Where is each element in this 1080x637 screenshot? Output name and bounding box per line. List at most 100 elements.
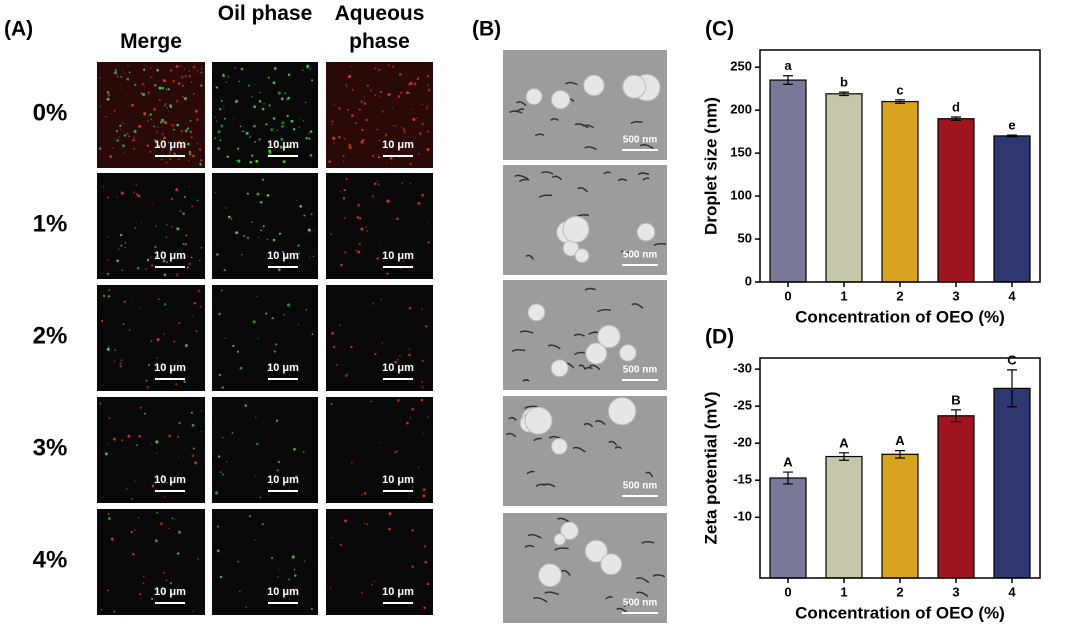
fluorescent-spot	[244, 404, 248, 407]
error-bar	[1007, 369, 1017, 408]
fluorescent-spot	[193, 301, 197, 305]
fluorescent-spot	[183, 97, 188, 101]
row-label: 2%	[33, 322, 68, 349]
fluorescent-spot	[170, 106, 173, 109]
sem-droplet	[583, 74, 605, 97]
x-tick-label: 3	[952, 584, 959, 599]
fluorescent-spot	[162, 259, 166, 263]
fluorescent-spot	[106, 236, 109, 238]
fluorescent-spot	[282, 250, 285, 253]
column-header: Oil phase	[217, 2, 313, 25]
fluorescent-spot	[186, 127, 190, 130]
fluorescent-spot	[163, 495, 166, 498]
bar	[825, 93, 863, 283]
fluorescent-spot	[217, 147, 221, 151]
fluorescent-spot	[191, 454, 195, 458]
fluorescent-spot	[187, 159, 190, 162]
fluorescent-spot	[149, 113, 152, 116]
fluorescent-spot	[259, 496, 262, 499]
fluorescent-spot	[377, 180, 379, 182]
sem-crack	[641, 541, 655, 545]
fluorescent-spot	[355, 249, 358, 252]
fluorescent-spot	[427, 88, 431, 92]
fluorescent-spot	[190, 256, 193, 259]
fluorescent-spot	[387, 64, 390, 67]
sem-crack	[596, 308, 611, 313]
fluorescent-spot	[309, 68, 311, 70]
fluorescent-spot	[423, 432, 425, 434]
fluorescent-spot	[392, 125, 394, 127]
fluorescent-spot	[154, 255, 157, 258]
sem-droplet	[584, 539, 608, 563]
fluorescent-spot	[351, 88, 354, 91]
sem-crack	[583, 422, 594, 428]
y-tick-label: 150	[730, 145, 752, 160]
fluorescent-spot	[178, 421, 181, 425]
fluorescent-spot	[421, 122, 425, 126]
significance-label: B	[951, 392, 960, 407]
fluorescent-spot	[409, 162, 412, 165]
sem-droplet	[597, 324, 621, 349]
sem-droplet	[562, 215, 590, 243]
sem-crack	[560, 569, 571, 576]
fluorescent-spot	[360, 100, 363, 103]
sem-crack	[547, 344, 561, 350]
fluorescent-spot	[116, 75, 120, 78]
micrograph	[326, 397, 433, 503]
bar	[881, 100, 919, 283]
fluorescent-spot	[285, 256, 288, 259]
fluorescent-spot	[119, 124, 122, 127]
fluorescent-spot	[127, 94, 129, 96]
sem-crack	[548, 435, 561, 440]
fluorescent-spot	[409, 417, 412, 419]
fluorescent-spot	[198, 148, 202, 151]
fluorescent-spot	[106, 97, 110, 101]
fluorescent-spot	[150, 67, 152, 69]
fluorescent-spot	[156, 452, 158, 455]
fluorescent-spot	[195, 330, 198, 333]
sem-crack	[550, 118, 559, 122]
fluorescent-spot	[143, 112, 147, 116]
fluorescent-spot	[133, 129, 137, 133]
fluorescent-spot	[171, 123, 174, 127]
fluorescent-spot	[172, 79, 176, 83]
fluorescent-spot	[102, 294, 106, 298]
fluorescent-spot	[197, 558, 199, 560]
row-label: 0%	[33, 99, 68, 126]
fluorescent-spot	[149, 76, 152, 78]
fluorescent-spot	[107, 517, 111, 521]
bar	[769, 477, 807, 579]
fluorescent-spot	[257, 236, 259, 238]
fluorescent-spot	[248, 515, 252, 518]
fluorescent-spot	[148, 150, 152, 153]
fluorescent-spot	[120, 191, 124, 195]
micrograph	[212, 62, 318, 168]
fluorescent-spot	[348, 145, 352, 149]
sem-crack	[534, 133, 545, 137]
fluorescent-spot	[216, 549, 220, 553]
fluorescent-spot	[200, 71, 203, 74]
fluorescent-spot	[372, 302, 375, 305]
fluorescent-spot	[426, 75, 430, 78]
sem-crack	[631, 303, 644, 309]
fluorescent-spot	[104, 452, 108, 456]
fluorescent-spot	[132, 552, 135, 556]
fluorescent-spot	[365, 118, 369, 122]
sem-crack	[535, 483, 547, 487]
micrograph	[97, 285, 205, 391]
fluorescent-spot	[418, 153, 420, 155]
fluorescent-spot	[187, 142, 190, 146]
fluorescent-spot	[169, 153, 171, 155]
fluorescent-spot	[163, 333, 165, 335]
fluorescent-spot	[107, 442, 109, 445]
sem-crack	[565, 81, 578, 86]
fluorescent-spot	[154, 539, 158, 543]
fluorescent-spot	[113, 610, 116, 613]
fluorescent-spot	[218, 373, 222, 377]
fluorescent-spot	[200, 247, 203, 249]
fluorescent-spot	[277, 268, 281, 271]
fluorescent-spot	[408, 306, 412, 310]
fluorescent-spot	[153, 107, 157, 111]
fluorescent-spot	[261, 107, 265, 111]
